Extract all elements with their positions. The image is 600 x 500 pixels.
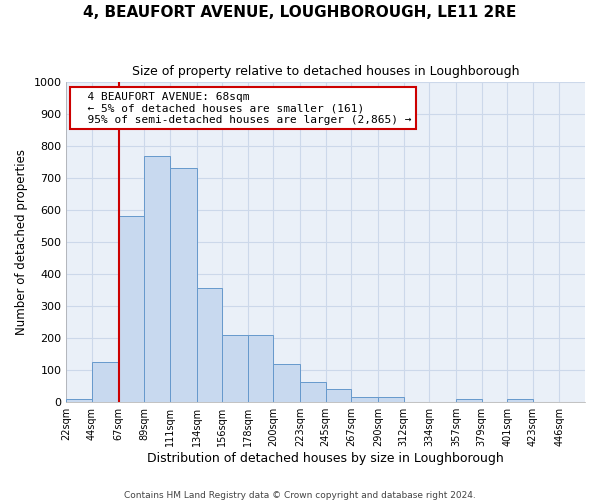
Bar [119, 216, 145, 402]
Bar [351, 398, 378, 402]
Text: 4 BEAUFORT AVENUE: 68sqm
  ← 5% of detached houses are smaller (161)
  95% of se: 4 BEAUFORT AVENUE: 68sqm ← 5% of detache… [74, 92, 412, 125]
Bar [145, 156, 170, 402]
Bar [197, 288, 222, 402]
Text: Contains HM Land Registry data © Crown copyright and database right 2024.: Contains HM Land Registry data © Crown c… [124, 490, 476, 500]
Bar [326, 390, 351, 402]
Bar [248, 335, 274, 402]
Bar [92, 362, 119, 402]
Bar [378, 398, 404, 402]
Bar [222, 335, 248, 402]
Bar [170, 168, 197, 402]
Bar [274, 364, 300, 402]
Bar [67, 399, 92, 402]
X-axis label: Distribution of detached houses by size in Loughborough: Distribution of detached houses by size … [148, 452, 504, 465]
Bar [507, 399, 533, 402]
Bar [456, 399, 482, 402]
Y-axis label: Number of detached properties: Number of detached properties [15, 149, 28, 335]
Text: 4, BEAUFORT AVENUE, LOUGHBOROUGH, LE11 2RE: 4, BEAUFORT AVENUE, LOUGHBOROUGH, LE11 2… [83, 5, 517, 20]
Bar [300, 382, 326, 402]
Title: Size of property relative to detached houses in Loughborough: Size of property relative to detached ho… [132, 65, 520, 78]
